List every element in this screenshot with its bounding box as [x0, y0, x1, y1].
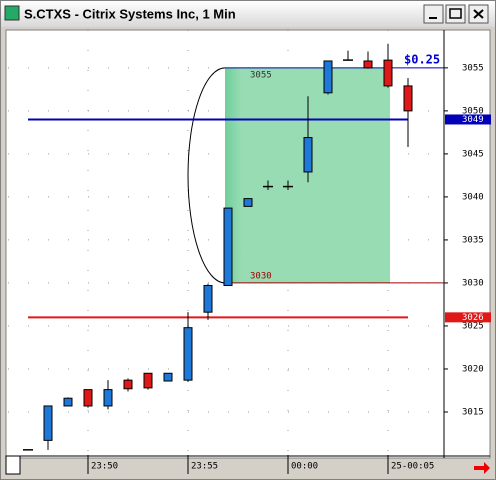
- candle-body: [323, 60, 333, 94]
- y-tick-label: 3035: [462, 235, 484, 245]
- candle-body: [143, 372, 153, 389]
- y-tick-label: 3020: [462, 364, 484, 374]
- candle-body: [183, 327, 193, 381]
- candle-body: [363, 60, 373, 69]
- candle-body: [243, 198, 253, 207]
- x-tick-label: 25-00:05: [391, 462, 434, 472]
- y-tick-label: 3055: [462, 63, 484, 73]
- scroll-arrow[interactable]: [474, 462, 490, 474]
- scroll-box[interactable]: [5, 455, 21, 475]
- window-title: S.CTXS - Citrix Systems Inc, 1 Min: [24, 6, 236, 21]
- candle-body: [103, 389, 113, 407]
- price-tag: [445, 312, 491, 323]
- measure-arc: [187, 67, 226, 284]
- x-tick-label: 00:00: [291, 462, 318, 472]
- y-tick-label: 3025: [462, 321, 484, 331]
- maximize-button[interactable]: [445, 4, 466, 24]
- candle-body: [403, 85, 413, 112]
- price-tag-label: 3049: [462, 115, 484, 125]
- candle-body: [83, 389, 93, 407]
- x-tick-label: 23:55: [191, 462, 218, 472]
- candle-body: [383, 59, 393, 87]
- candle-body: [203, 285, 213, 313]
- measure-low-label: 3030: [250, 271, 272, 281]
- measure-text: $0.25: [404, 52, 440, 66]
- x-tick-label: 23:50: [91, 462, 118, 472]
- y-tick-label: 3015: [462, 407, 484, 417]
- candle-body: [163, 372, 173, 382]
- y-tick-label: 3040: [462, 192, 484, 202]
- y-tick-label: 3045: [462, 149, 484, 159]
- minimize-button[interactable]: [423, 4, 444, 24]
- price-tag: [445, 114, 491, 125]
- plot: 3015 3020 3025 3030 3035 3040 3045 3050 3055 23:5…: [8, 30, 491, 474]
- candle-body: [43, 405, 53, 441]
- title-bar: [1, 1, 495, 27]
- measure-high-label: 3055: [250, 70, 272, 80]
- price-tag-label: 3026: [462, 313, 484, 323]
- candle-body: [63, 397, 73, 407]
- candle-body: [223, 207, 233, 287]
- app-icon: [4, 5, 20, 21]
- candle-body: [303, 137, 313, 173]
- y-tick-label: 3050: [462, 106, 484, 116]
- candle-body: [123, 379, 133, 390]
- close-button[interactable]: [468, 4, 489, 24]
- y-tick-label: 3030: [462, 278, 484, 288]
